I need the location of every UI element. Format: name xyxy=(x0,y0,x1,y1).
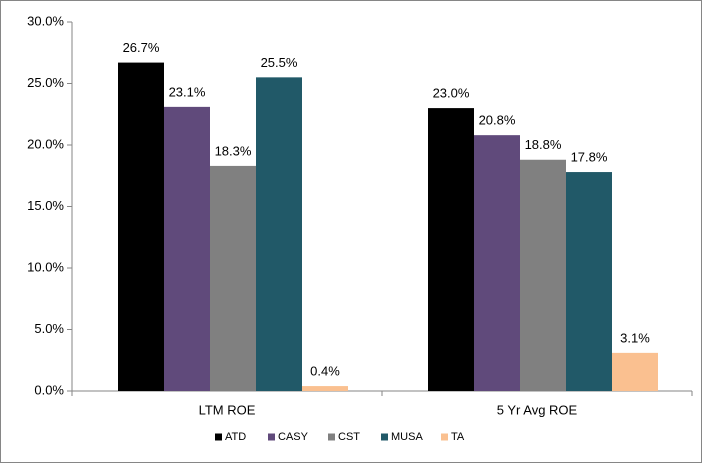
value-label: 3.1% xyxy=(620,330,650,345)
legend-label: CASY xyxy=(278,431,309,443)
value-label: 26.7% xyxy=(123,40,160,55)
legend-swatch xyxy=(268,433,275,441)
legend-label: TA xyxy=(451,431,465,443)
bar xyxy=(164,106,210,392)
value-label: 17.8% xyxy=(571,149,608,164)
y-tick-label: 20.0% xyxy=(27,136,64,151)
bar xyxy=(474,135,520,391)
bar xyxy=(428,108,474,391)
bar xyxy=(612,352,658,391)
y-tick-label: 25.0% xyxy=(27,75,64,90)
y-tick-label: 30.0% xyxy=(27,13,64,28)
value-label: 0.4% xyxy=(310,364,340,379)
bar xyxy=(210,165,256,391)
value-label: 25.5% xyxy=(261,55,298,70)
value-label: 18.3% xyxy=(215,143,252,158)
bar xyxy=(566,172,612,391)
legend-label: CST xyxy=(338,431,360,443)
y-tick-label: 10.0% xyxy=(27,259,64,274)
legend-swatch xyxy=(381,433,388,441)
legend-label: MUSA xyxy=(391,431,423,443)
value-label: 20.8% xyxy=(479,113,516,128)
bar xyxy=(118,62,164,392)
legend-label: ATD xyxy=(225,431,246,443)
bar xyxy=(256,77,302,391)
value-label: 23.0% xyxy=(433,86,470,101)
y-tick-label: 0.0% xyxy=(34,382,64,397)
bar xyxy=(520,159,566,391)
y-tick-label: 15.0% xyxy=(27,198,64,213)
x-tick-label: 5 Yr Avg ROE xyxy=(497,402,578,417)
legend-swatch xyxy=(441,433,448,441)
y-tick-label: 5.0% xyxy=(34,321,64,336)
x-tick-label: LTM ROE xyxy=(199,402,256,417)
value-label: 18.8% xyxy=(525,137,562,152)
value-label: 23.1% xyxy=(169,84,206,99)
legend-swatch xyxy=(215,433,222,441)
bar xyxy=(302,386,348,391)
legend-swatch xyxy=(328,433,335,441)
